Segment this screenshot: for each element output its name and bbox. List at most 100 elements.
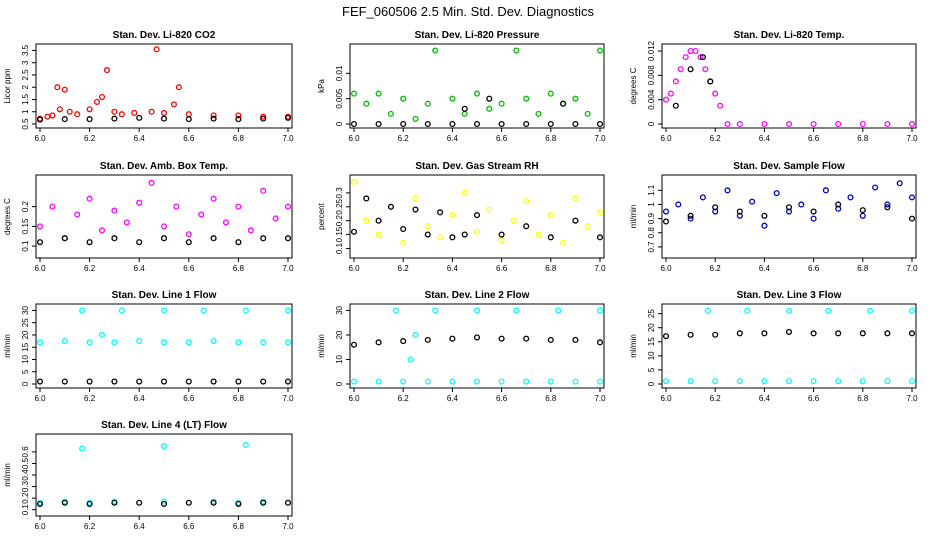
- data-point: [111, 115, 118, 122]
- data-point: [473, 334, 481, 341]
- data-point: [461, 231, 468, 238]
- y-axis-label: ml/min: [629, 205, 638, 229]
- data-point: [93, 98, 101, 105]
- panel-title: Stan. Dev. Line 1 Flow: [112, 290, 217, 301]
- data-point: [118, 307, 125, 314]
- data-point: [111, 108, 118, 115]
- data-point: [687, 215, 694, 222]
- data-point: [596, 209, 604, 216]
- data-point: [235, 203, 242, 210]
- x-tick-label: 6.8: [857, 134, 869, 143]
- data-point: [584, 110, 591, 117]
- data-point: [835, 201, 842, 208]
- data-point: [699, 54, 706, 61]
- data-point: [375, 378, 382, 385]
- data-point: [473, 307, 481, 314]
- data-point: [449, 335, 456, 342]
- y-tick-label: 0.2: [21, 201, 30, 213]
- data-point: [498, 100, 505, 107]
- data-point: [79, 445, 86, 452]
- panel-title: Stan. Dev. Line 3 Flow: [737, 290, 842, 301]
- data-point: [160, 339, 168, 346]
- data-point: [523, 120, 530, 128]
- data-point: [424, 336, 431, 343]
- data-point: [148, 179, 155, 186]
- data-point: [672, 78, 679, 85]
- data-point: [761, 378, 768, 385]
- y-tick-label: 3: [21, 60, 30, 65]
- data-point: [49, 112, 56, 119]
- series-0: [350, 307, 604, 385]
- data-point: [412, 331, 419, 339]
- data-point: [242, 441, 249, 448]
- x-tick-label: 6.2: [84, 264, 96, 273]
- y-tick-label: 20: [335, 330, 344, 339]
- data-point: [773, 190, 780, 197]
- series-0: [36, 179, 292, 242]
- data-point: [547, 234, 554, 241]
- x-tick-label: 7.0: [282, 522, 294, 531]
- data-point: [498, 237, 505, 244]
- data-point: [400, 120, 407, 128]
- plot-frame: [349, 43, 605, 129]
- data-point: [523, 223, 530, 230]
- data-point: [810, 208, 817, 215]
- y-axis-label: degrees C: [3, 198, 12, 235]
- series-1: [672, 54, 714, 109]
- data-point: [170, 101, 177, 108]
- data-point: [572, 195, 579, 202]
- data-point: [200, 307, 207, 314]
- y-tick-label: 25: [647, 309, 656, 318]
- x-tick-label: 7.0: [594, 394, 606, 403]
- series-1: [350, 95, 604, 128]
- data-point: [596, 120, 604, 128]
- x-tick-label: 6.8: [545, 264, 557, 273]
- data-point: [761, 330, 768, 337]
- x-tick-label: 6.6: [808, 394, 820, 403]
- data-point: [535, 110, 542, 117]
- y-tick-label: 5: [21, 369, 30, 374]
- data-point: [736, 208, 743, 215]
- y-tick-label: 0.15: [335, 226, 344, 242]
- data-point: [596, 339, 604, 346]
- panel-co2: Stan. Dev. Li-820 CO2 Licor ppm 6.0 6.2 6.4 6…: [3, 30, 294, 143]
- y-tick-label: 1: [647, 202, 656, 207]
- x-tick-label: 6.2: [398, 134, 410, 143]
- data-point: [682, 54, 689, 61]
- x-tick-label: 6.2: [84, 522, 96, 531]
- data-point: [798, 201, 805, 208]
- x-tick-label: 6.0: [34, 264, 46, 273]
- data-point: [908, 378, 916, 385]
- panel-temp: Stan. Dev. Li-820 Temp. degrees C 6.0 6.2 6.…: [629, 30, 918, 143]
- data-point: [56, 106, 63, 113]
- series-0: [350, 178, 604, 246]
- x-tick-label: 6.8: [545, 394, 557, 403]
- data-point: [572, 217, 579, 224]
- data-point: [908, 330, 916, 337]
- x-tick-label: 6.2: [84, 394, 96, 403]
- y-tick-label: 30: [21, 305, 30, 314]
- data-point: [412, 206, 419, 213]
- panel-sampleflow: Stan. Dev. Sample Flow ml/min 6.0 6.2 6.4 6.6…: [629, 161, 918, 273]
- data-point: [702, 66, 709, 73]
- x-tick-label: 6.6: [183, 264, 195, 273]
- data-point: [687, 331, 694, 338]
- x-tick-label: 6.8: [233, 134, 245, 143]
- data-point: [260, 235, 267, 242]
- data-point: [547, 120, 554, 128]
- data-point: [547, 378, 554, 385]
- data-point: [810, 330, 817, 337]
- y-tick-label: 0.3: [21, 480, 30, 492]
- data-point: [712, 204, 719, 211]
- x-tick-label: 6.0: [34, 522, 46, 531]
- data-point: [672, 102, 679, 109]
- data-point: [736, 378, 743, 385]
- data-point: [822, 187, 829, 194]
- series-0: [662, 47, 916, 128]
- data-point: [810, 120, 817, 128]
- x-tick-label: 6.0: [348, 394, 360, 403]
- data-point: [61, 499, 68, 506]
- data-point: [210, 499, 217, 506]
- data-point: [717, 102, 724, 109]
- y-tick-label: 0: [647, 121, 656, 126]
